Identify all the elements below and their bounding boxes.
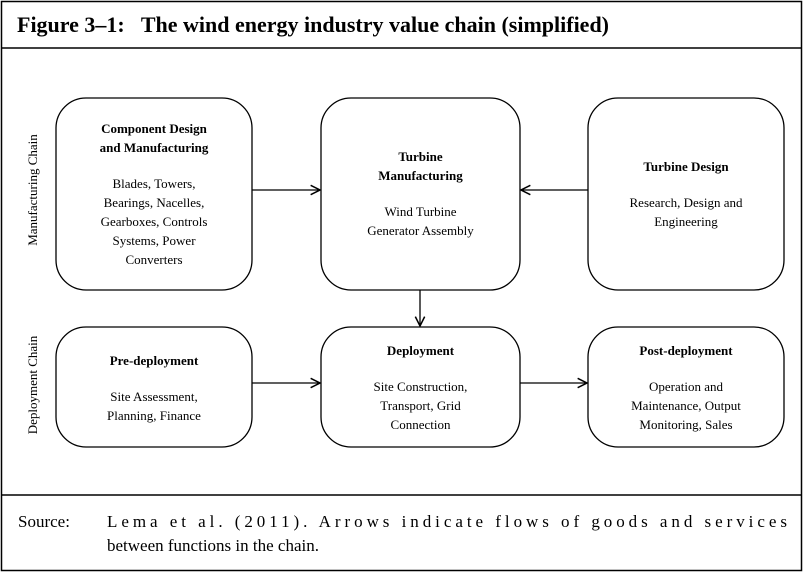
node-box: [587, 326, 785, 448]
node-body: Site Construction,: [374, 379, 468, 394]
node-box: [587, 97, 785, 291]
node-body: Maintenance, Output: [631, 398, 741, 413]
node-body: Systems, Power: [112, 233, 196, 248]
node-body: Transport, Grid: [380, 398, 461, 413]
node-body: Bearings, Nacelles,: [104, 195, 205, 210]
title: Figure 3–1: The wind energy industry val…: [17, 12, 609, 37]
node-title: Turbine Design: [643, 159, 729, 174]
node-box: [320, 97, 521, 291]
node-body: Blades, Towers,: [113, 176, 196, 191]
node-body: Gearboxes, Controls: [101, 214, 208, 229]
side-label: Manufacturing Chain: [25, 134, 40, 246]
node-body: Converters: [125, 252, 182, 267]
source-text: Lema et al. (2011). Arrows indicate flow…: [107, 512, 787, 531]
node-title: and Manufacturing: [100, 140, 209, 155]
node-title: Pre-deployment: [110, 353, 199, 368]
node-body: Site Assessment,: [110, 389, 197, 404]
arrows: [252, 190, 588, 383]
node-body: Connection: [391, 417, 451, 432]
node-body: Wind Turbine: [384, 204, 456, 219]
node-box: [55, 97, 253, 291]
node-title: Manufacturing: [378, 168, 463, 183]
node-body: Planning, Finance: [107, 408, 201, 423]
node-body: Research, Design and: [630, 195, 743, 210]
node-title: Post-deployment: [639, 343, 733, 358]
node-body: Operation and: [649, 379, 724, 394]
node-title: Deployment: [387, 343, 455, 358]
node-box: [320, 326, 521, 448]
source-text: between functions in the chain.: [107, 536, 319, 555]
source-label: Source:: [18, 512, 70, 531]
node-body: Engineering: [654, 214, 718, 229]
node-title: Turbine: [398, 149, 443, 164]
node-body: Generator Assembly: [367, 223, 474, 238]
node-title: Component Design: [101, 121, 208, 136]
node-body: Monitoring, Sales: [639, 417, 732, 432]
side-label: Deployment Chain: [25, 335, 40, 434]
node-box: [55, 326, 253, 448]
